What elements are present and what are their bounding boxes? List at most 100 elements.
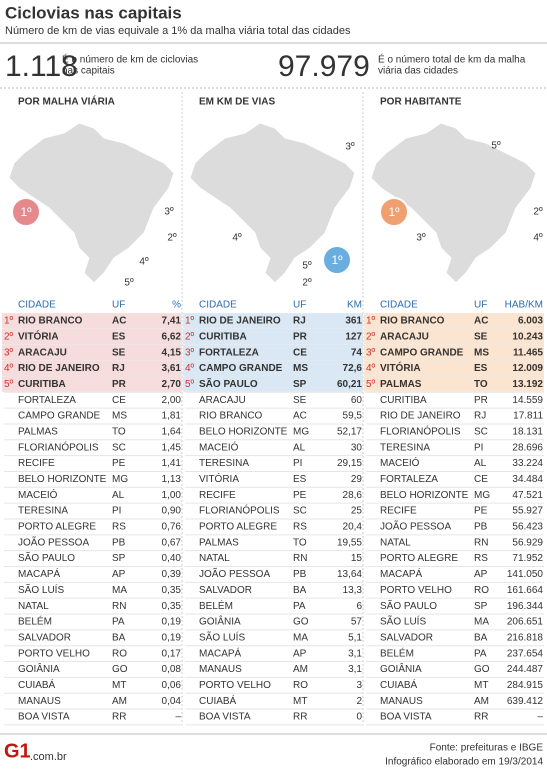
- uf: AP: [112, 569, 126, 580]
- city: JOÃO PESSOA: [199, 567, 270, 580]
- uf: AL: [293, 442, 306, 453]
- rank: 2º: [185, 331, 195, 342]
- uf: RS: [474, 553, 488, 564]
- uf: TO: [293, 537, 307, 548]
- city: SÃO PAULO: [380, 599, 437, 612]
- uf: RJ: [474, 411, 486, 422]
- column-header: HAB/KM: [505, 300, 543, 311]
- uf: PB: [293, 569, 307, 580]
- uf: TO: [112, 427, 126, 438]
- uf: AL: [474, 458, 487, 469]
- highlight-row: [364, 328, 544, 345]
- city: PORTO ALEGRE: [380, 553, 458, 564]
- uf: GO: [112, 664, 128, 675]
- value: 0,76: [162, 522, 182, 533]
- value: 47.521: [512, 490, 543, 501]
- rank: 3º: [4, 347, 14, 358]
- uf: PI: [112, 506, 121, 517]
- value: 127: [345, 331, 362, 342]
- stat-text: viária das cidades: [378, 66, 458, 77]
- highlight-row: [2, 376, 182, 392]
- uf: PR: [474, 395, 488, 406]
- highlight-row: [364, 313, 544, 329]
- uf: SC: [112, 442, 126, 453]
- uf: AP: [474, 569, 488, 580]
- city: MACEIÓ: [18, 488, 58, 501]
- uf: RJ: [112, 363, 125, 374]
- city: MACEIÓ: [380, 456, 420, 469]
- uf: PA: [293, 601, 306, 612]
- city: CURITIBA: [380, 395, 427, 406]
- city: FLORIANÓPOLIS: [199, 504, 280, 517]
- city: CAMPO GRANDE: [380, 347, 464, 358]
- value: 1,81: [162, 411, 182, 422]
- value: 30: [351, 442, 363, 453]
- city: MANAUS: [380, 696, 423, 707]
- value: 11.465: [513, 347, 543, 358]
- city: BELÉM: [380, 646, 414, 659]
- city: FORTALEZA: [199, 347, 259, 358]
- uf: AC: [293, 411, 307, 422]
- uf: AL: [112, 490, 125, 501]
- uf: CE: [293, 347, 307, 358]
- city: VITÓRIA: [18, 329, 59, 342]
- highlight-row: [364, 360, 544, 376]
- value: 3,61: [162, 363, 182, 374]
- map-label: 2º: [167, 233, 177, 244]
- value: 29: [351, 474, 363, 485]
- city: PORTO VELHO: [380, 585, 452, 596]
- city: RIO DE JANEIRO: [380, 411, 461, 422]
- column-header: KM: [347, 300, 362, 311]
- value: 56.929: [512, 537, 543, 548]
- city: BOA VISTA: [18, 712, 70, 723]
- city: SALVADOR: [380, 632, 433, 643]
- value: 1,13: [162, 474, 182, 485]
- credit: Infográfico elaborado em 19/3/2014: [385, 757, 543, 768]
- city: PORTO VELHO: [199, 680, 271, 691]
- value: 55.927: [512, 506, 543, 517]
- rank: 1º: [4, 316, 14, 327]
- uf: MS: [474, 347, 489, 358]
- city: BELO HORIZONTE: [199, 427, 288, 438]
- value: 237.654: [507, 648, 544, 659]
- stat-text: É o número total de km da malha: [378, 53, 526, 66]
- highlight-row: [364, 344, 544, 361]
- uf: ES: [293, 474, 307, 485]
- uf: RN: [112, 601, 126, 612]
- city: JOÃO PESSOA: [380, 520, 451, 533]
- value: 0,06: [162, 680, 182, 691]
- value: 13,3: [343, 585, 363, 596]
- city: TERESINA: [199, 458, 249, 469]
- city: CAMPO GRANDE: [199, 363, 283, 374]
- highlight-row: [183, 328, 363, 345]
- value: 3: [356, 680, 362, 691]
- value: 0: [356, 712, 362, 723]
- city: GOIÂNIA: [18, 662, 60, 675]
- rank-badge: [379, 197, 409, 227]
- uf: MS: [112, 411, 127, 422]
- rank: 1º: [366, 316, 376, 327]
- uf: AC: [112, 316, 126, 327]
- value: 33.224: [512, 458, 543, 469]
- map-label: 2º: [302, 278, 312, 289]
- uf: PE: [474, 506, 488, 517]
- rank: 4º: [185, 363, 195, 374]
- uf: PA: [474, 648, 487, 659]
- source: Fonte: prefeituras e IBGE: [430, 743, 544, 754]
- value: 0,08: [162, 664, 182, 675]
- value: 60: [351, 395, 363, 406]
- column-header: UF: [112, 300, 125, 311]
- rank: 3º: [366, 347, 376, 358]
- value: 196.344: [507, 601, 544, 612]
- highlight-row: [2, 328, 182, 345]
- city: PALMAS: [18, 427, 58, 438]
- highlight-row: [364, 376, 544, 392]
- value: 1,45: [162, 442, 182, 453]
- rank: 2º: [4, 331, 14, 342]
- value: 3,1: [348, 664, 362, 675]
- uf: AM: [293, 664, 308, 675]
- highlight-row: [183, 360, 363, 376]
- value: 1,41: [162, 458, 182, 469]
- uf: MG: [293, 427, 309, 438]
- city: SALVADOR: [18, 632, 71, 643]
